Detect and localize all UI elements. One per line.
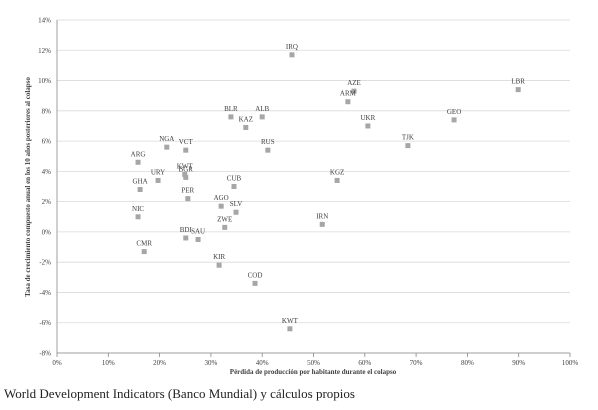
x-tick-label: 100% <box>562 359 579 367</box>
point-label: KGZ <box>330 168 344 176</box>
point-label: AZE <box>347 79 361 87</box>
point <box>451 117 457 123</box>
point-label: VCT <box>179 138 194 146</box>
point-label: KWT <box>282 317 299 325</box>
x-tick-label: 50% <box>307 359 320 367</box>
point-label: NGA <box>159 135 174 143</box>
point-label: IRQ <box>286 43 298 51</box>
point <box>182 171 188 177</box>
x-tick-label: 60% <box>358 359 371 367</box>
point-label: COD <box>248 271 263 279</box>
point <box>405 143 411 149</box>
point <box>185 196 191 202</box>
chart: Pérdida de producción por habitante dura… <box>24 17 579 377</box>
y-tick-label: 6% <box>42 138 52 146</box>
x-tick-label: 90% <box>512 359 525 367</box>
point-label: SAU <box>191 227 205 235</box>
point <box>231 184 237 189</box>
point-label: NIC <box>132 205 144 213</box>
point <box>155 177 161 183</box>
point-label: LBR <box>511 78 525 86</box>
point-label: KWT <box>177 162 194 170</box>
point-label: CUB <box>227 175 242 183</box>
point <box>141 249 147 255</box>
point <box>515 87 521 93</box>
point-label: GEO <box>447 108 461 116</box>
point <box>289 52 295 58</box>
point <box>345 99 351 105</box>
y-tick-label: -2% <box>39 259 51 267</box>
x-tick-label: 80% <box>461 359 474 367</box>
point-label: PER <box>181 187 194 195</box>
y-axis-title: Tasa de crecimiento compuesto anual en l… <box>24 77 32 297</box>
point <box>259 114 265 120</box>
x-tick-label: 40% <box>256 359 269 367</box>
source-note: World Development Indicators (Banco Mund… <box>4 386 355 401</box>
point-label: AGO <box>214 194 229 202</box>
point <box>228 114 234 120</box>
point-label: KAZ <box>239 115 253 123</box>
point-label: ZWE <box>217 215 232 223</box>
y-tick-label: 4% <box>42 168 52 176</box>
point <box>222 224 228 230</box>
point-label: RUS <box>261 138 275 146</box>
point <box>287 326 293 332</box>
point-label: CMR <box>136 240 152 248</box>
point <box>365 123 371 129</box>
point-label: URY <box>151 168 165 176</box>
point <box>183 147 189 153</box>
y-tick-label: 0% <box>42 228 52 236</box>
point <box>351 88 357 94</box>
y-tick-label: 2% <box>42 198 52 206</box>
x-tick-label: 70% <box>410 359 423 367</box>
point <box>243 124 249 130</box>
point <box>183 174 189 180</box>
y-tick-label: 12% <box>38 47 51 55</box>
point <box>233 209 239 215</box>
y-tick-label: -4% <box>39 289 51 297</box>
x-tick-label: 20% <box>153 359 166 367</box>
point <box>195 236 201 242</box>
x-axis-title: Pérdida de producción por habitante dura… <box>230 368 397 376</box>
y-tick-label: 10% <box>38 77 51 85</box>
y-tick-label: -6% <box>39 319 51 327</box>
point <box>137 187 143 193</box>
point-label: TJK <box>402 134 414 142</box>
y-tick-label: 14% <box>38 17 51 25</box>
point-label: BDI <box>180 226 193 234</box>
point <box>216 262 222 268</box>
point <box>265 147 271 153</box>
y-tick-label: 8% <box>42 107 52 115</box>
point-label: ARG <box>131 150 146 158</box>
point-label: BLR <box>224 105 238 113</box>
point <box>135 214 141 220</box>
point-label: IRN <box>316 212 328 220</box>
point-label: BGR <box>179 165 194 173</box>
point <box>218 203 224 209</box>
point-label: ALB <box>255 105 269 113</box>
point-label: ARM <box>340 90 357 98</box>
x-tick-label: 10% <box>102 359 115 367</box>
x-tick-label: 0% <box>52 359 62 367</box>
point-label: SLV <box>230 200 243 208</box>
point <box>319 221 325 227</box>
y-tick-label: -8% <box>39 350 51 358</box>
point <box>252 280 258 286</box>
point <box>334 177 340 183</box>
point <box>164 144 170 150</box>
point <box>183 235 189 241</box>
point <box>135 159 141 165</box>
x-tick-label: 30% <box>204 359 217 367</box>
point-label: GHA <box>133 178 148 186</box>
point-label: UKR <box>360 114 375 122</box>
point-label: KIR <box>213 253 225 261</box>
